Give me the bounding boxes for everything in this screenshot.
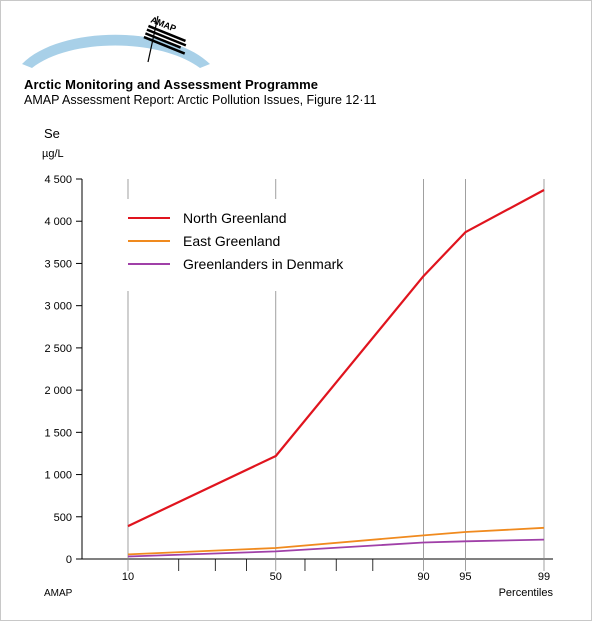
y-tick-label: 1 000 <box>44 470 72 482</box>
y-tick-label: 2 000 <box>44 385 72 397</box>
page-subtitle: AMAP Assessment Report: Arctic Pollution… <box>24 93 377 107</box>
series-layer <box>127 189 545 558</box>
x-tick-label: 99 <box>538 571 550 583</box>
y-tick-label: 3 500 <box>44 258 72 270</box>
logo-text-line <box>146 28 187 47</box>
logo-arc <box>22 34 210 68</box>
legend-label: East Greenland <box>183 233 280 249</box>
y-tick-label: 4 000 <box>44 216 72 228</box>
series-line <box>127 538 545 558</box>
amap-logo: AMAP <box>22 15 210 68</box>
series-line <box>127 526 545 556</box>
axes: 0 500 1 000 1 500 2 000 2 500 3 000 3 500 4 000 4… <box>44 174 553 583</box>
y-tick-label: 2 500 <box>44 343 72 355</box>
y-axis-label: Se <box>44 126 60 141</box>
chart: 0 500 1 000 1 500 2 000 2 500 3 000 3 500 4 000 4… <box>42 126 554 599</box>
logo-text-line <box>147 24 186 43</box>
x-tick-label: 95 <box>459 571 471 583</box>
legend: North Greenland East Greenland Greenlander… <box>106 199 350 291</box>
logo-pole <box>147 15 159 63</box>
y-tick-label: 500 <box>54 512 72 524</box>
y-tick-label: 1 500 <box>44 427 72 439</box>
y-tick-label: 0 <box>66 554 72 566</box>
legend-label: Greenlanders in Denmark <box>183 256 344 272</box>
logo-text-line <box>143 35 186 55</box>
legend-label: North Greenland <box>183 210 287 226</box>
x-tick-label: 50 <box>270 571 282 583</box>
y-tick-label: 4 500 <box>44 174 72 186</box>
page-title: Arctic Monitoring and Assessment Program… <box>24 77 319 92</box>
source-note: AMAP <box>44 588 73 599</box>
legend-box <box>106 199 350 291</box>
x-tick-label: 90 <box>417 571 429 583</box>
x-axis-label: Percentiles <box>499 587 554 599</box>
series-line <box>127 189 545 528</box>
y-tick-label: 3 000 <box>44 301 72 313</box>
logo-text-line <box>144 32 182 49</box>
x-tick-label: 10 <box>122 571 134 583</box>
y-axis-unit: µg/L <box>42 148 64 160</box>
